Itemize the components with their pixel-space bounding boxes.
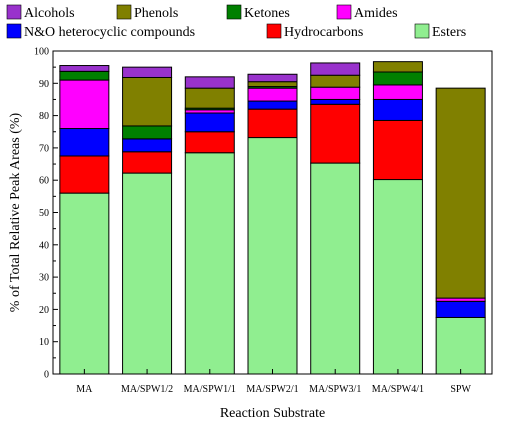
x-axis: MA MA/SPW1/2 MA/SPW1/1 MA/SPW2/1 MA/SPW3/1 MA… xyxy=(76,369,471,395)
bar-amides-ma-spw3-1 xyxy=(310,86,361,100)
bar-esters-ma-spw4-1 xyxy=(372,179,423,375)
bar-nando-heterocyclic-compounds-ma-spw1-1 xyxy=(184,112,235,133)
bar-alcohols-ma-spw2-1 xyxy=(247,73,298,83)
bar-phenols-spw xyxy=(435,87,486,299)
bar-nando-heterocyclic-compounds-spw xyxy=(435,300,486,318)
bar-esters-ma-spw1-2 xyxy=(122,172,173,375)
bar-phenols-ma-spw2-1 xyxy=(247,81,298,88)
bar-phenols-ma-spw1-2 xyxy=(122,76,173,127)
bar-esters-ma-spw1-1 xyxy=(184,152,235,375)
bar-hydrocarbons-ma-spw3-1 xyxy=(310,103,361,164)
bar-esters-ma-spw3-1 xyxy=(310,162,361,375)
bar-nando-heterocyclic-compounds-ma xyxy=(59,128,110,157)
legend-swatch-ketones xyxy=(226,4,242,20)
bar-esters-ma xyxy=(59,192,110,375)
y-tick-label: 50 xyxy=(39,208,49,219)
y-tick-label: 60 xyxy=(39,176,49,187)
bar-esters-spw xyxy=(435,316,486,375)
x-tick-label-ma-spw1-1: MA/SPW1/1 xyxy=(184,384,236,395)
bar-amides-ma-spw4-1 xyxy=(372,84,423,100)
y-tick-label: 0 xyxy=(44,370,49,381)
bar-hydrocarbons-ma-spw1-2 xyxy=(122,151,173,174)
legend-swatch-amides xyxy=(336,4,352,20)
x-tick-label-ma: MA xyxy=(76,384,93,395)
bar-phenols-ma-spw3-1 xyxy=(310,74,361,88)
bar-amides-ma xyxy=(59,79,110,130)
bar-alcohols-ma-spw1-2 xyxy=(122,66,173,78)
legend-label-ketones: Ketones xyxy=(244,6,290,21)
y-tick-label: 70 xyxy=(39,143,49,154)
bar-hydrocarbons-ma-spw1-1 xyxy=(184,131,235,154)
y-tick-label: 30 xyxy=(39,273,49,284)
legend-label-nando-heterocyclic-compounds: N&O heterocyclic compounds xyxy=(24,25,195,40)
bar-nando-heterocyclic-compounds-ma-spw3-1 xyxy=(310,98,361,105)
bar-hydrocarbons-ma xyxy=(59,155,110,194)
x-tick-label-ma-spw1-2: MA/SPW1/2 xyxy=(121,384,173,395)
y-tick-label: 90 xyxy=(39,79,49,90)
bar-nando-heterocyclic-compounds-ma-spw2-1 xyxy=(247,100,298,110)
bar-amides-ma-spw2-1 xyxy=(247,87,298,102)
legend: Alcohols Phenols Ketones Amides N&O heterocy… xyxy=(6,4,466,40)
y-axis: 0 10 20 30 40 50 60 70 80 90 100 xyxy=(34,47,58,381)
bar-ketones-ma xyxy=(59,70,110,81)
bar-hydrocarbons-ma-spw2-1 xyxy=(247,108,298,139)
bar-nando-heterocyclic-compounds-ma-spw1-2 xyxy=(122,138,173,153)
x-axis-title: Reaction Substrate xyxy=(220,406,325,421)
x-tick-label-ma-spw4-1: MA/SPW4/1 xyxy=(372,384,424,395)
legend-label-phenols: Phenols xyxy=(134,6,178,21)
legend-swatch-nando-heterocyclic-compounds xyxy=(6,23,22,39)
y-tick-label: 40 xyxy=(39,240,49,251)
y-tick-label: 20 xyxy=(39,305,49,316)
y-tick-label: 10 xyxy=(39,337,49,348)
legend-swatch-hydrocarbons xyxy=(266,23,282,39)
bar-esters-ma-spw2-1 xyxy=(247,137,298,375)
bar-nando-heterocyclic-compounds-ma-spw4-1 xyxy=(372,98,423,121)
bar-ketones-ma-spw1-2 xyxy=(122,125,173,140)
x-tick-label-spw: SPW xyxy=(450,384,471,395)
plot-area xyxy=(59,61,486,375)
legend-label-amides: Amides xyxy=(354,6,398,21)
bar-phenols-ma-spw4-1 xyxy=(372,61,423,73)
x-tick-label-ma-spw3-1: MA/SPW3/1 xyxy=(309,384,361,395)
plot-frame xyxy=(52,50,493,375)
y-tick-label: 80 xyxy=(39,111,49,122)
bar-hydrocarbons-ma-spw4-1 xyxy=(372,119,423,181)
legend-label-hydrocarbons: Hydrocarbons xyxy=(284,25,363,40)
y-tick-label: 100 xyxy=(34,47,49,58)
legend-swatch-alcohols xyxy=(6,4,22,20)
legend-swatch-esters xyxy=(414,23,430,39)
bar-phenols-ma-spw1-1 xyxy=(184,87,235,109)
bar-alcohols-ma-spw3-1 xyxy=(310,62,361,76)
x-tick-label-ma-spw2-1: MA/SPW2/1 xyxy=(246,384,298,395)
bar-alcohols-ma-spw1-1 xyxy=(184,76,235,89)
legend-label-alcohols: Alcohols xyxy=(24,6,75,21)
legend-swatch-phenols xyxy=(116,4,132,20)
legend-label-esters: Esters xyxy=(432,25,466,40)
bar-ketones-ma-spw4-1 xyxy=(372,71,423,86)
bar-alcohols-ma xyxy=(59,65,110,72)
y-axis-title: % of Total Relative Peak Areas (%) xyxy=(8,112,23,312)
